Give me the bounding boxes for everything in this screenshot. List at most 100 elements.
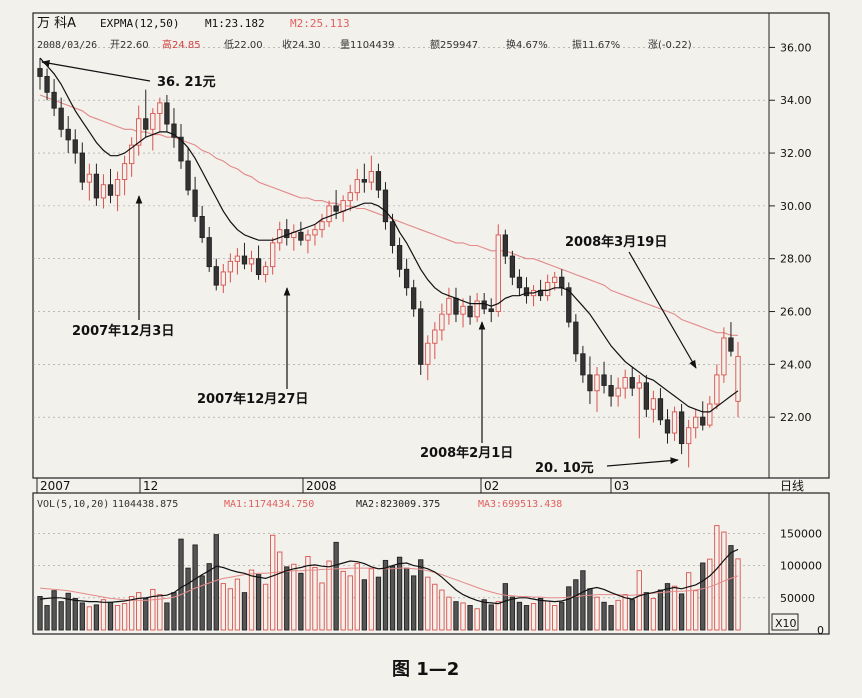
- volume-bar-up: [544, 600, 551, 631]
- candle-body-down: [206, 237, 212, 268]
- volume-bar-up: [150, 588, 156, 631]
- volume-bar-up: [530, 603, 537, 631]
- candle-body-down: [178, 136, 184, 162]
- candle-body-up: [114, 179, 121, 196]
- candlestick-series: [37, 57, 741, 468]
- price-tick-label: 24.00: [780, 358, 812, 371]
- volume-bar-up: [121, 603, 128, 631]
- volume-bar-down: [453, 601, 459, 631]
- date-label: 2008: [306, 479, 337, 493]
- volume-bar-down: [206, 563, 212, 631]
- volume-tick-label: 50000: [780, 592, 815, 605]
- date-label: 03: [614, 479, 629, 493]
- volume-bar-down: [199, 575, 205, 631]
- price-tick-label: 36.00: [780, 41, 812, 54]
- volume-bar-up: [129, 596, 135, 631]
- price-tick-label: 26.00: [780, 306, 812, 319]
- volume-bar-down: [573, 579, 579, 631]
- volume-bar-up: [262, 583, 269, 631]
- candle-body-up: [270, 242, 276, 268]
- candle-body-up: [714, 374, 720, 405]
- price-tick-label: 28.00: [780, 253, 812, 266]
- candle-body-up: [319, 221, 325, 231]
- candle-body-up: [425, 342, 431, 365]
- date-label: 12: [143, 479, 158, 493]
- volume-bar-down: [382, 559, 389, 631]
- quote-date: 2008/03/26: [37, 40, 97, 51]
- volume-bar-up: [425, 576, 431, 631]
- candle-body-up: [460, 305, 466, 315]
- candle-body-down: [72, 139, 78, 154]
- volume-ma-series: [39, 548, 739, 605]
- volume-bar-up: [439, 589, 445, 631]
- volume-bar-down: [333, 541, 339, 631]
- volume-bar-up: [735, 558, 741, 631]
- indicator-name: EXPMA(12,50): [100, 17, 179, 30]
- volume-bar-down: [171, 592, 177, 631]
- candle-body-up: [227, 260, 234, 273]
- ema-short-line: [39, 57, 739, 413]
- candle-body-down: [566, 287, 572, 323]
- candle-body-down: [411, 287, 417, 310]
- volume-bar-up: [227, 588, 234, 631]
- volume-indicator-name: VOL(5,10,20): [37, 499, 109, 510]
- candle-body-down: [700, 416, 706, 426]
- price-tick-label: 30.00: [780, 200, 812, 213]
- candle-body-up: [262, 266, 269, 276]
- quote-amount: 额259947: [430, 38, 478, 51]
- candle-body-down: [481, 300, 487, 310]
- candle-body-up: [368, 171, 375, 183]
- candle-body-up: [340, 200, 346, 212]
- volume-tick-label: 0: [817, 624, 824, 637]
- candle-body-up: [305, 234, 311, 241]
- candle-body-up: [121, 163, 128, 180]
- volume-bar-up: [594, 596, 600, 631]
- volume-bar-down: [467, 605, 473, 631]
- candle-body-up: [432, 329, 438, 344]
- volume-bar-down: [51, 590, 57, 631]
- period-label: 日线: [780, 479, 804, 493]
- volume-bar-down: [509, 596, 516, 631]
- volume-unit-box: [771, 613, 799, 631]
- candle-body-down: [51, 91, 57, 109]
- ema-long-series: [39, 94, 738, 336]
- candle-body-down: [418, 308, 424, 365]
- annotation-layer: 36. 21元 2007年12月3日 2007年12月27日 2008年2月1日 200…: [41, 60, 697, 476]
- date-label: 2007: [40, 479, 71, 493]
- volume-bar-down: [566, 586, 572, 631]
- volume-bar-up: [340, 570, 346, 631]
- candle-body-down: [601, 374, 607, 386]
- volume-bar-up: [693, 590, 699, 631]
- volume-bar-down: [502, 583, 508, 631]
- volume-bar-down: [361, 579, 367, 631]
- candle-body-up: [594, 374, 600, 392]
- volume-bar-up: [220, 583, 226, 631]
- volume-bar-down: [657, 589, 664, 631]
- volume-bar-down: [37, 596, 43, 631]
- candle-body-down: [185, 160, 191, 191]
- volume-bar-up: [114, 605, 121, 631]
- candle-body-down: [396, 245, 403, 270]
- volume-bar-down: [678, 593, 685, 631]
- volume-bar-down: [79, 602, 85, 631]
- volume-bar-up: [157, 594, 163, 631]
- date-label: 02: [484, 479, 499, 493]
- candle-body-down: [573, 321, 579, 355]
- quote-close: 收24.30: [282, 38, 321, 51]
- volume-bar-down: [481, 599, 487, 631]
- candle-body-up: [100, 184, 107, 199]
- volume-bar-down: [44, 605, 50, 631]
- candle-body-down: [509, 255, 516, 278]
- candle-body-up: [136, 118, 142, 146]
- volume-bar-up: [615, 599, 621, 631]
- volume-bar-up: [270, 534, 276, 631]
- candle-body-down: [361, 179, 367, 183]
- volume-ma-short-line: [39, 548, 739, 605]
- candle-body-up: [615, 387, 621, 397]
- volume-bar-up: [650, 597, 657, 631]
- volume-bar-down: [700, 562, 706, 631]
- candle-body-down: [37, 68, 43, 77]
- volume-bar-up: [291, 563, 297, 631]
- candle-body-up: [685, 427, 692, 445]
- volume-bar-down: [185, 567, 191, 631]
